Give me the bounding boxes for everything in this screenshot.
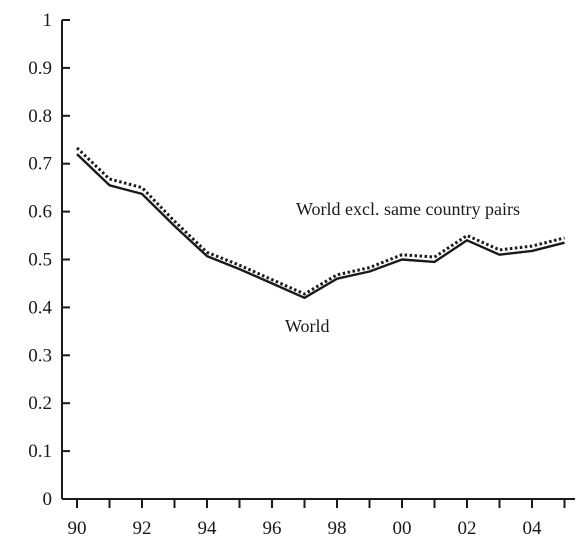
x-tick-label: 00 xyxy=(393,518,412,539)
y-tick-label: 0.1 xyxy=(28,441,52,462)
y-tick-label: 0.7 xyxy=(28,154,52,175)
x-tick-label: 96 xyxy=(263,518,282,539)
x-tick-label: 04 xyxy=(523,518,543,539)
x-tick-label: 02 xyxy=(458,518,477,539)
y-tick-label: 0.8 xyxy=(28,106,52,127)
y-tick-label: 0.2 xyxy=(28,393,52,414)
y-tick-label: 0 xyxy=(43,489,53,510)
x-axis-ticks: 90 92 94 96 98 00 02 04 xyxy=(68,499,566,539)
y-tick-label: 0.5 xyxy=(28,250,52,271)
series-annotation-world: World xyxy=(285,316,330,336)
y-tick-label: 0.6 xyxy=(28,202,52,223)
series-line-1 xyxy=(75,146,565,296)
y-tick-label: 0.9 xyxy=(28,58,52,79)
series-layer xyxy=(75,146,565,299)
y-tick-label: 0.4 xyxy=(28,297,52,318)
x-tick-label: 94 xyxy=(198,518,218,539)
x-tick-label: 98 xyxy=(328,518,347,539)
series-line-0 xyxy=(76,153,565,299)
x-tick-label: 90 xyxy=(68,518,87,539)
y-axis-ticks: 0 0.1 0.2 0.3 0.4 0.5 0.6 0.7 0.8 0.9 1 xyxy=(28,10,70,510)
y-tick-label: 1 xyxy=(43,10,53,31)
y-tick-label: 0.3 xyxy=(28,345,52,366)
x-tick-label: 92 xyxy=(133,518,152,539)
series-annotation-world-excl: World excl. same country pairs xyxy=(296,199,520,219)
